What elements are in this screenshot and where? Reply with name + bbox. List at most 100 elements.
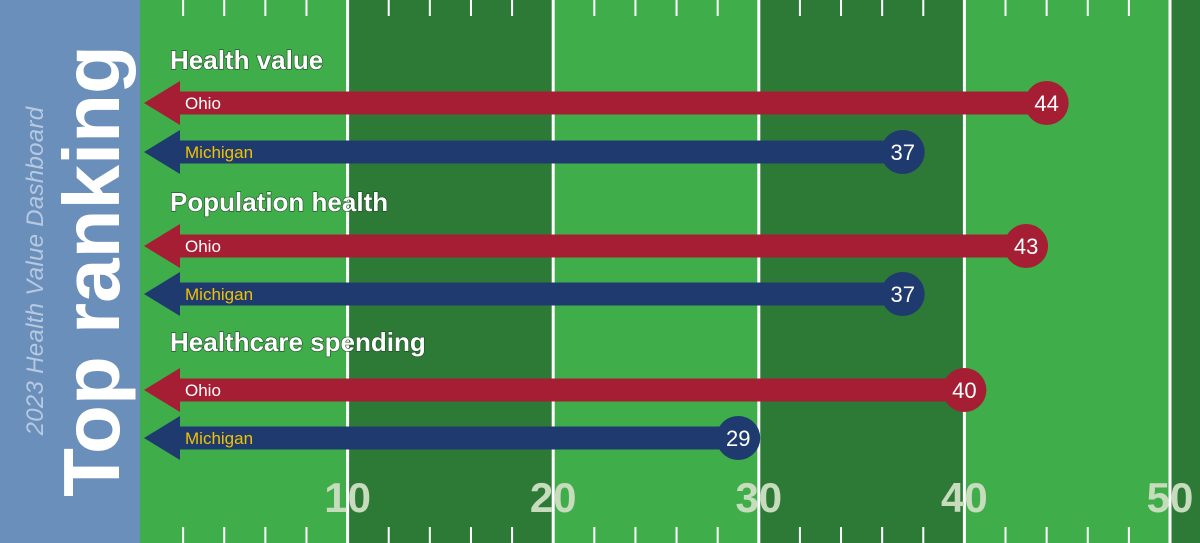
hash-mark bbox=[182, 527, 185, 543]
field-stripe bbox=[553, 0, 759, 543]
bar-end-marker bbox=[880, 130, 925, 174]
bar bbox=[180, 234, 1027, 258]
bar-end-marker bbox=[1004, 224, 1049, 268]
tick-label: 40 bbox=[941, 474, 988, 521]
series-label: Ohio bbox=[185, 381, 221, 400]
hash-mark bbox=[1086, 0, 1089, 16]
group-title: Health value bbox=[170, 45, 323, 75]
yard-line bbox=[1168, 0, 1172, 543]
hash-mark bbox=[922, 527, 925, 543]
tick-label: 20 bbox=[530, 474, 577, 521]
data-label: 44 bbox=[1034, 91, 1058, 116]
hash-mark bbox=[634, 527, 637, 543]
field-stripe bbox=[758, 0, 965, 543]
data-label: 40 bbox=[952, 378, 976, 403]
hash-mark bbox=[305, 527, 308, 543]
football-field-chart: 10 20 30 40 50 Health value Ohio 44 Michigan 37 P… bbox=[142, 0, 1200, 543]
hash-mark bbox=[1169, 0, 1171, 16]
bar-arrowhead bbox=[144, 416, 180, 460]
field-stripe bbox=[964, 0, 1170, 543]
hash-mark bbox=[1127, 527, 1130, 543]
hash-mark bbox=[716, 0, 719, 16]
series-label: Ohio bbox=[185, 94, 221, 113]
hash-mark bbox=[387, 527, 390, 543]
hash-mark bbox=[922, 0, 925, 16]
hash-mark bbox=[798, 527, 801, 543]
hash-marks bbox=[182, 0, 1171, 543]
hash-mark bbox=[1045, 0, 1048, 16]
bar bbox=[180, 282, 903, 306]
hash-mark bbox=[511, 0, 514, 16]
series-label: Michigan bbox=[185, 429, 253, 448]
hash-mark bbox=[840, 0, 843, 16]
hash-mark bbox=[1169, 527, 1171, 543]
hash-mark bbox=[264, 0, 267, 16]
yard-line bbox=[346, 0, 350, 543]
hash-mark bbox=[1127, 0, 1130, 16]
hash-mark bbox=[469, 527, 472, 543]
yard-line bbox=[757, 0, 761, 543]
yard-numbers: 10 20 30 40 50 bbox=[324, 474, 1193, 521]
hash-mark bbox=[963, 0, 966, 16]
hash-mark bbox=[552, 0, 555, 16]
hash-mark bbox=[346, 527, 349, 543]
bar-arrowhead bbox=[144, 130, 180, 174]
field-stripe bbox=[347, 0, 554, 543]
yard-line bbox=[551, 0, 555, 543]
hash-mark bbox=[552, 527, 555, 543]
tick-label: 30 bbox=[735, 474, 782, 521]
bar bbox=[180, 91, 1047, 115]
hash-mark bbox=[1045, 527, 1048, 543]
bar-end-marker bbox=[716, 416, 761, 460]
bar-arrowhead bbox=[144, 224, 180, 268]
bar bbox=[180, 140, 903, 164]
hash-mark bbox=[840, 527, 843, 543]
hash-mark bbox=[223, 0, 226, 16]
hash-mark bbox=[387, 0, 390, 16]
hash-mark bbox=[469, 0, 472, 16]
data-label: 43 bbox=[1014, 234, 1038, 259]
hash-mark bbox=[1086, 527, 1089, 543]
series-label: Michigan bbox=[185, 285, 253, 304]
bar bbox=[180, 426, 739, 450]
series-label: Michigan bbox=[185, 143, 253, 162]
hash-mark bbox=[223, 527, 226, 543]
hash-mark bbox=[182, 0, 185, 16]
bar-arrowhead bbox=[144, 272, 180, 316]
data-label: 29 bbox=[726, 426, 750, 451]
hash-mark bbox=[1004, 0, 1007, 16]
bars-layer: Health value Ohio 44 Michigan 37 Population h… bbox=[144, 44, 1069, 460]
bar-end-marker bbox=[1024, 81, 1069, 125]
bar bbox=[180, 378, 965, 402]
bar-end-marker bbox=[880, 272, 925, 316]
field-stripe bbox=[142, 0, 348, 543]
hash-mark bbox=[963, 527, 966, 543]
tick-label: 50 bbox=[1147, 474, 1194, 521]
bar-arrowhead bbox=[144, 81, 180, 125]
group-title: Healthcare spending bbox=[170, 327, 426, 357]
hash-mark bbox=[305, 0, 308, 16]
hash-mark bbox=[881, 0, 884, 16]
sidebar: 2023 Health Value Dashboard Top ranking bbox=[0, 0, 140, 543]
series-label: Ohio bbox=[185, 237, 221, 256]
hash-mark bbox=[634, 0, 637, 16]
field-stripe bbox=[1170, 0, 1200, 543]
hash-mark bbox=[593, 0, 596, 16]
hash-mark bbox=[716, 527, 719, 543]
data-label: 37 bbox=[890, 282, 914, 307]
field-stripes bbox=[142, 0, 1200, 543]
dashboard-title: Top ranking bbox=[47, 45, 136, 497]
bar-arrowhead bbox=[144, 368, 180, 412]
hash-mark bbox=[757, 0, 760, 16]
hash-mark bbox=[1004, 527, 1007, 543]
hash-mark bbox=[798, 0, 801, 16]
yard-lines bbox=[346, 0, 1172, 543]
hash-mark bbox=[675, 0, 678, 16]
tick-label: 10 bbox=[324, 474, 371, 521]
hash-mark bbox=[757, 527, 760, 543]
hash-mark bbox=[675, 527, 678, 543]
hash-mark bbox=[511, 527, 514, 543]
data-label: 37 bbox=[890, 140, 914, 165]
hash-mark bbox=[428, 0, 431, 16]
